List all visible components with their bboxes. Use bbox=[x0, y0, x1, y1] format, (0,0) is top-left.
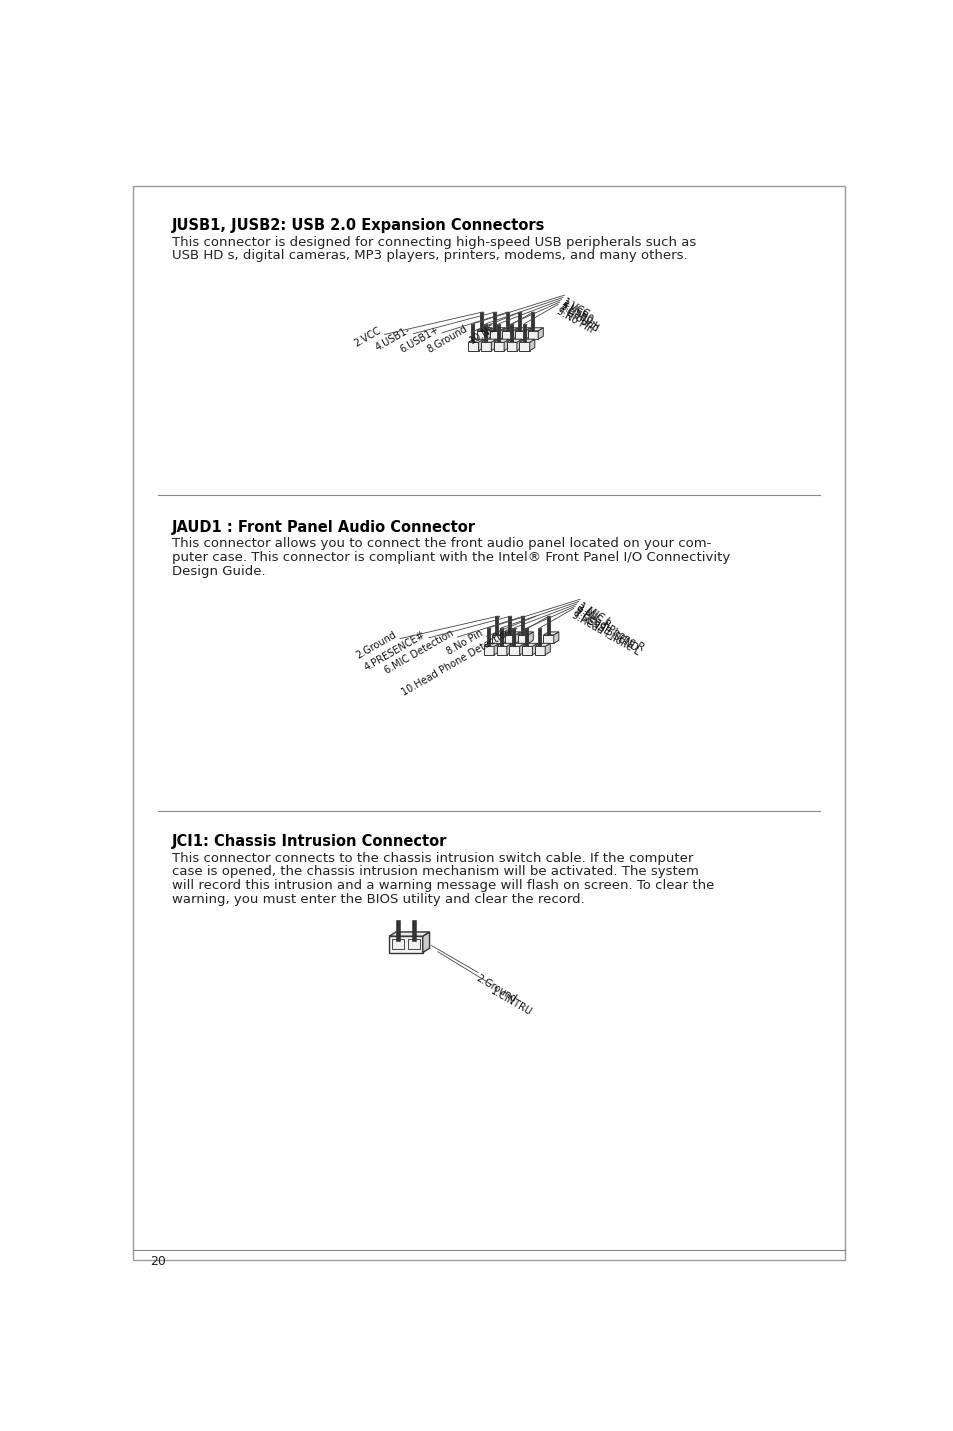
Polygon shape bbox=[544, 644, 550, 655]
Polygon shape bbox=[527, 328, 543, 331]
Text: JUSB1, JUSB2: USB 2.0 Expansion Connectors: JUSB1, JUSB2: USB 2.0 Expansion Connecto… bbox=[172, 218, 545, 233]
Text: 7.SENSE_SEND: 7.SENSE_SEND bbox=[571, 608, 639, 654]
Polygon shape bbox=[537, 328, 543, 339]
Polygon shape bbox=[407, 939, 419, 949]
Text: 6.USB1+: 6.USB1+ bbox=[397, 325, 440, 355]
Text: 10.Head Phone Detection: 10.Head Phone Detection bbox=[400, 627, 513, 698]
Polygon shape bbox=[389, 936, 422, 953]
Text: puter case. This connector is compliant with the Intel® Front Panel I/O Connecti: puter case. This connector is compliant … bbox=[172, 551, 729, 564]
Polygon shape bbox=[509, 647, 519, 655]
Polygon shape bbox=[502, 328, 517, 331]
Polygon shape bbox=[535, 647, 544, 655]
Polygon shape bbox=[529, 339, 535, 351]
Polygon shape bbox=[480, 342, 491, 351]
Polygon shape bbox=[528, 633, 533, 644]
Polygon shape bbox=[494, 342, 503, 351]
Polygon shape bbox=[519, 342, 529, 351]
Text: will record this intrusion and a warning message will flash on screen. To clear : will record this intrusion and a warning… bbox=[172, 880, 714, 893]
Text: 1.MIC L: 1.MIC L bbox=[576, 601, 612, 627]
Polygon shape bbox=[517, 635, 528, 644]
Polygon shape bbox=[392, 939, 404, 949]
Polygon shape bbox=[503, 339, 509, 351]
Text: 5.Head Phone R: 5.Head Phone R bbox=[573, 605, 645, 653]
Polygon shape bbox=[492, 635, 502, 644]
Polygon shape bbox=[527, 331, 537, 339]
Polygon shape bbox=[515, 633, 520, 644]
Polygon shape bbox=[519, 339, 535, 342]
Polygon shape bbox=[422, 932, 429, 953]
Text: 3.USB0-: 3.USB0- bbox=[559, 299, 598, 326]
Text: This connector is designed for connecting high-speed USB peripherals such as: This connector is designed for connectin… bbox=[172, 236, 696, 249]
Text: 6.MIC Detection: 6.MIC Detection bbox=[383, 628, 456, 675]
Text: 10.NC: 10.NC bbox=[467, 323, 497, 346]
Text: Design Guide.: Design Guide. bbox=[172, 565, 265, 578]
Text: 1.VCC: 1.VCC bbox=[560, 296, 591, 321]
Text: 8.Ground: 8.Ground bbox=[425, 323, 469, 355]
Text: USB HD s, digital cameras, MP3 players, printers, modems, and many others.: USB HD s, digital cameras, MP3 players, … bbox=[172, 249, 687, 262]
Text: 9.No Pin: 9.No Pin bbox=[554, 306, 594, 335]
Polygon shape bbox=[494, 644, 498, 655]
Polygon shape bbox=[478, 339, 483, 351]
Text: 2.Ground: 2.Ground bbox=[355, 630, 398, 661]
Polygon shape bbox=[517, 339, 521, 351]
Polygon shape bbox=[521, 644, 537, 647]
Text: JAUD1 : Front Panel Audio Connector: JAUD1 : Front Panel Audio Connector bbox=[172, 519, 476, 535]
Polygon shape bbox=[553, 633, 558, 644]
Text: This connector connects to the chassis intrusion switch cable. If the computer: This connector connects to the chassis i… bbox=[172, 851, 693, 864]
Text: JCI1: Chassis Intrusion Connector: JCI1: Chassis Intrusion Connector bbox=[172, 834, 447, 849]
Polygon shape bbox=[489, 328, 504, 331]
Polygon shape bbox=[504, 635, 515, 644]
Text: 3.MIC R: 3.MIC R bbox=[575, 602, 612, 631]
Polygon shape bbox=[509, 644, 524, 647]
Polygon shape bbox=[517, 633, 533, 635]
Polygon shape bbox=[483, 644, 498, 647]
Polygon shape bbox=[487, 328, 492, 339]
Polygon shape bbox=[521, 647, 532, 655]
Polygon shape bbox=[506, 342, 517, 351]
Polygon shape bbox=[504, 633, 520, 635]
Polygon shape bbox=[506, 644, 512, 655]
Polygon shape bbox=[468, 342, 478, 351]
Polygon shape bbox=[502, 331, 512, 339]
Text: 8.No Pin: 8.No Pin bbox=[444, 628, 484, 657]
Polygon shape bbox=[494, 339, 509, 342]
Text: 5.USB0+: 5.USB0+ bbox=[558, 302, 599, 332]
Polygon shape bbox=[480, 339, 496, 342]
Text: 2.Ground: 2.Ground bbox=[475, 973, 518, 1005]
Polygon shape bbox=[483, 647, 494, 655]
Polygon shape bbox=[476, 328, 492, 331]
Polygon shape bbox=[506, 339, 521, 342]
Text: 20: 20 bbox=[150, 1255, 166, 1268]
Polygon shape bbox=[502, 633, 507, 644]
Polygon shape bbox=[535, 644, 550, 647]
Polygon shape bbox=[519, 644, 524, 655]
Text: case is opened, the chassis intrusion mechanism will be activated. The system: case is opened, the chassis intrusion me… bbox=[172, 866, 699, 879]
Text: 4.USB1-: 4.USB1- bbox=[373, 325, 412, 353]
Polygon shape bbox=[489, 331, 499, 339]
Polygon shape bbox=[543, 633, 558, 635]
Polygon shape bbox=[532, 644, 537, 655]
Polygon shape bbox=[499, 328, 504, 339]
Polygon shape bbox=[525, 328, 530, 339]
Text: 9.Head Phone L: 9.Head Phone L bbox=[570, 610, 641, 657]
Text: 4.PRESENCE#: 4.PRESENCE# bbox=[362, 630, 427, 673]
Polygon shape bbox=[468, 339, 483, 342]
Polygon shape bbox=[492, 633, 507, 635]
Text: 7.Ground: 7.Ground bbox=[556, 303, 599, 335]
Polygon shape bbox=[389, 932, 429, 936]
Text: This connector allows you to connect the front audio panel located on your com-: This connector allows you to connect the… bbox=[172, 538, 711, 551]
Polygon shape bbox=[515, 328, 530, 331]
Polygon shape bbox=[543, 635, 553, 644]
Polygon shape bbox=[512, 328, 517, 339]
Polygon shape bbox=[476, 331, 487, 339]
Polygon shape bbox=[497, 647, 506, 655]
Text: 1.CINTRU: 1.CINTRU bbox=[488, 986, 533, 1017]
Polygon shape bbox=[491, 339, 496, 351]
Polygon shape bbox=[497, 644, 512, 647]
Text: warning, you must enter the BIOS utility and clear the record.: warning, you must enter the BIOS utility… bbox=[172, 893, 584, 906]
Polygon shape bbox=[515, 331, 525, 339]
Text: 2.VCC: 2.VCC bbox=[353, 326, 382, 349]
